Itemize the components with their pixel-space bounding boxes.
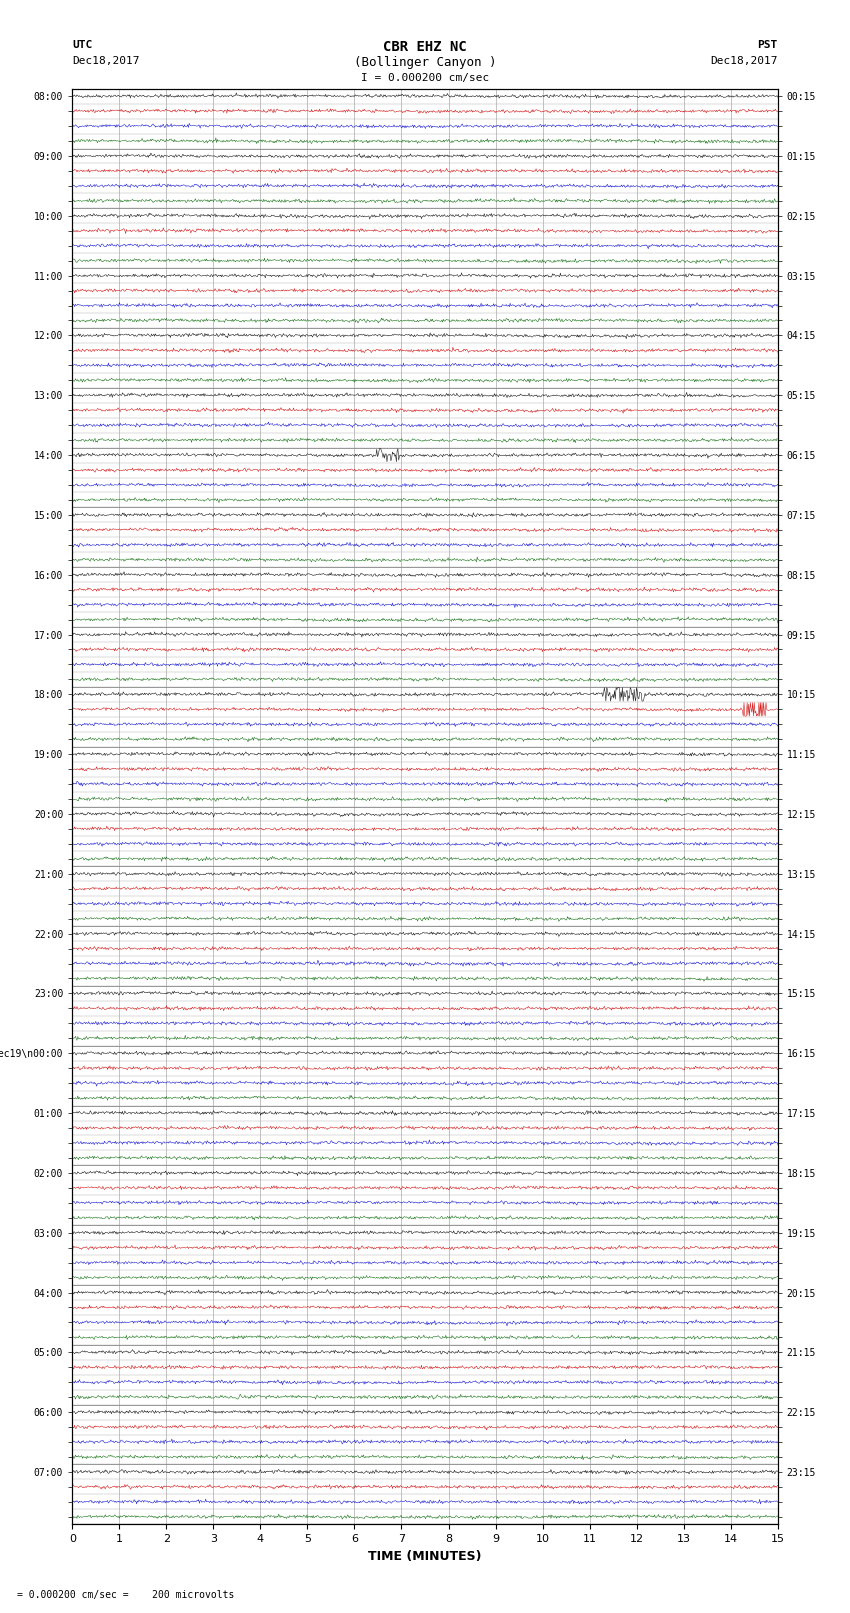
Text: Dec18,2017: Dec18,2017 xyxy=(72,56,139,66)
Text: CBR EHZ NC: CBR EHZ NC xyxy=(383,40,467,55)
Text: (Bollinger Canyon ): (Bollinger Canyon ) xyxy=(354,56,496,69)
Text: Dec18,2017: Dec18,2017 xyxy=(711,56,778,66)
X-axis label: TIME (MINUTES): TIME (MINUTES) xyxy=(368,1550,482,1563)
Text: I = 0.000200 cm/sec: I = 0.000200 cm/sec xyxy=(361,73,489,82)
Text: = 0.000200 cm/sec =    200 microvolts: = 0.000200 cm/sec = 200 microvolts xyxy=(17,1590,235,1600)
Text: UTC: UTC xyxy=(72,40,93,50)
Text: PST: PST xyxy=(757,40,778,50)
